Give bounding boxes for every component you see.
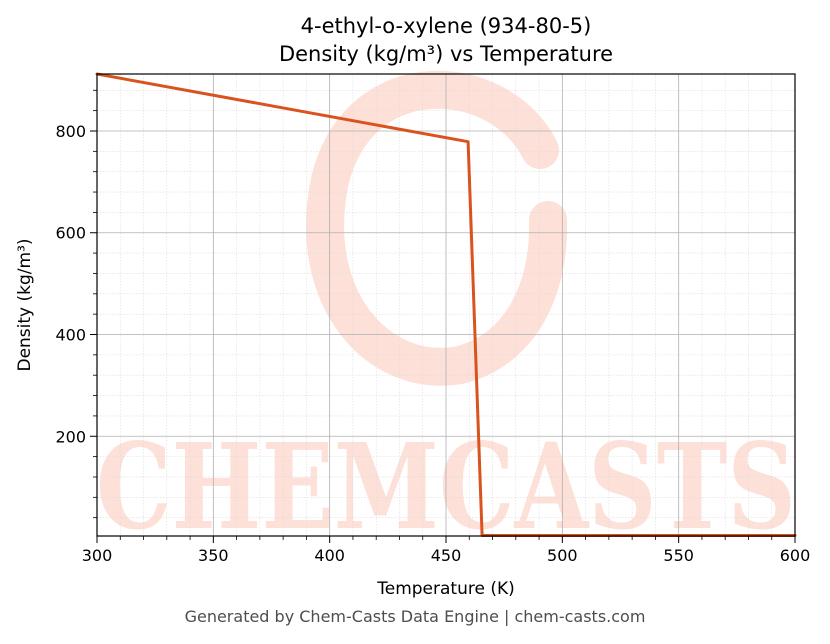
y-axis-label: Density (kg/m³) [15, 238, 35, 371]
y-tick-label: 200 [55, 427, 86, 446]
chart-title-line1: 4-ethyl-o-xylene (934-80-5) [301, 14, 592, 38]
x-tick-label: 600 [780, 546, 811, 565]
x-tick-label: 550 [663, 546, 694, 565]
y-tick-label: 400 [55, 326, 86, 345]
x-tick-label: 450 [431, 546, 462, 565]
x-axis-label: Temperature (K) [376, 579, 515, 599]
x-tick-label: 500 [547, 546, 578, 565]
x-axis: 300 350 400 450 500 550 600 [82, 536, 811, 565]
y-axis: 200 400 600 800 [55, 89, 97, 519]
x-tick-label: 350 [198, 546, 229, 565]
x-tick-label: 300 [82, 546, 113, 565]
y-tick-label: 600 [55, 224, 86, 243]
chart-title-line2: Density (kg/m³) vs Temperature [279, 42, 613, 66]
x-tick-label: 400 [314, 546, 345, 565]
footer-credit: Generated by Chem-Casts Data Engine | ch… [184, 607, 646, 626]
y-tick-label: 800 [55, 122, 86, 141]
